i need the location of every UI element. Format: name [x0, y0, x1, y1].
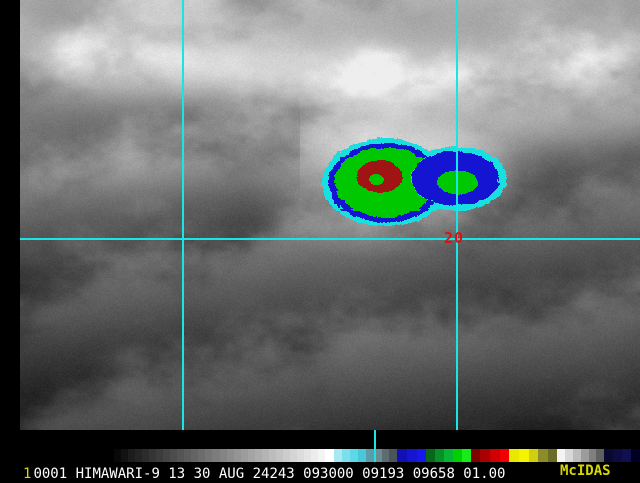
- color-bar-segment: [416, 449, 427, 462]
- color-bar-segment: [289, 449, 298, 462]
- color-bar-segment: [461, 449, 471, 462]
- color-bar-segment: [247, 449, 255, 462]
- color-bar-segment: [389, 449, 398, 462]
- color-bar-segment: [105, 449, 114, 462]
- status-text-line: 1 0001 HIMAWARI-9 13 30 AUG 24243 093000 …: [0, 463, 640, 482]
- satellite-infrared-image[interactable]: [20, 0, 640, 430]
- color-bar-segment: [373, 449, 382, 462]
- color-bar-segment: [564, 449, 573, 462]
- color-bar-segment: [219, 449, 227, 462]
- color-bar-segment: [499, 449, 510, 462]
- color-bar-segment: [397, 449, 408, 462]
- color-bar-tick-marker: [374, 430, 376, 462]
- color-bar-segment: [127, 449, 135, 462]
- color-bar-segment: [318, 449, 326, 462]
- frame-index-label: 1: [23, 466, 32, 482]
- color-bar-segment: [275, 449, 283, 462]
- color-bar-segment: [177, 449, 185, 462]
- color-bar-segment: [630, 449, 640, 462]
- color-bar-segment: [604, 449, 614, 462]
- color-bar-segment: [509, 449, 519, 462]
- color-bar-segment: [226, 449, 234, 462]
- color-bar-segment: [426, 449, 436, 462]
- color-bar-segment: [528, 449, 539, 462]
- color-bar-segment: [407, 449, 417, 462]
- color-bar-segment: [435, 449, 445, 462]
- color-bar-segment: [282, 449, 290, 462]
- enhancement-color-bar[interactable]: [105, 449, 640, 462]
- color-bar-segment: [518, 449, 529, 462]
- color-bar-segment: [489, 449, 500, 462]
- color-bar-segment: [156, 449, 164, 462]
- color-bar-segment: [311, 449, 319, 462]
- color-bar-segment: [113, 449, 121, 462]
- color-bar-segment: [212, 449, 220, 462]
- color-bar-segment: [254, 449, 262, 462]
- color-bar-segment: [163, 449, 171, 462]
- color-bar-segment: [297, 449, 305, 462]
- color-bar-segment: [268, 449, 276, 462]
- color-bar-segment: [480, 449, 490, 462]
- latitude-label-20s: 20: [444, 229, 465, 247]
- status-info-text: 0001 HIMAWARI-9 13 30 AUG 24243 093000 0…: [33, 466, 506, 482]
- gridline-parallel-20s: [20, 238, 640, 240]
- color-bar-segment: [334, 449, 342, 462]
- mcidas-brand-label: McIDAS: [560, 463, 611, 479]
- color-bar-segment: [572, 449, 581, 462]
- color-bar-segment: [580, 449, 589, 462]
- color-bar-segment: [365, 449, 374, 462]
- color-bar-segment: [240, 449, 248, 462]
- gridline-meridian-170: [456, 0, 458, 430]
- color-bar-segment: [134, 449, 142, 462]
- color-bar-segment: [357, 449, 366, 462]
- color-bar-segment: [142, 449, 150, 462]
- color-bar-segment: [198, 449, 206, 462]
- color-bar-segment: [349, 449, 358, 462]
- color-bar-segment: [233, 449, 241, 462]
- color-bar-segment: [341, 449, 350, 462]
- satellite-image-panel[interactable]: [20, 0, 640, 430]
- color-bar-segment: [325, 449, 335, 462]
- color-bar-segment: [470, 449, 481, 462]
- gridline-meridian-180: [182, 0, 184, 430]
- color-bar-segment: [205, 449, 213, 462]
- color-bar-segment: [444, 449, 453, 462]
- color-bar-segment: [452, 449, 462, 462]
- color-bar-segment: [548, 449, 557, 462]
- color-bar-segment: [622, 449, 631, 462]
- color-bar-segment: [191, 449, 199, 462]
- color-bar-segment: [596, 449, 605, 462]
- color-bar-segment: [538, 449, 549, 462]
- color-bar-segment: [120, 449, 128, 462]
- color-bar-segment: [149, 449, 157, 462]
- color-bar-segment: [304, 449, 312, 462]
- color-bar-segment: [588, 449, 597, 462]
- color-bar-segment: [170, 449, 178, 462]
- color-bar-segment: [184, 449, 192, 462]
- color-bar-segment: [261, 449, 269, 462]
- status-bar: 1 0001 HIMAWARI-9 13 30 AUG 24243 093000 …: [0, 430, 640, 482]
- color-bar-segment: [556, 449, 565, 462]
- color-bar-segment: [613, 449, 622, 462]
- color-bar-segment: [381, 449, 390, 462]
